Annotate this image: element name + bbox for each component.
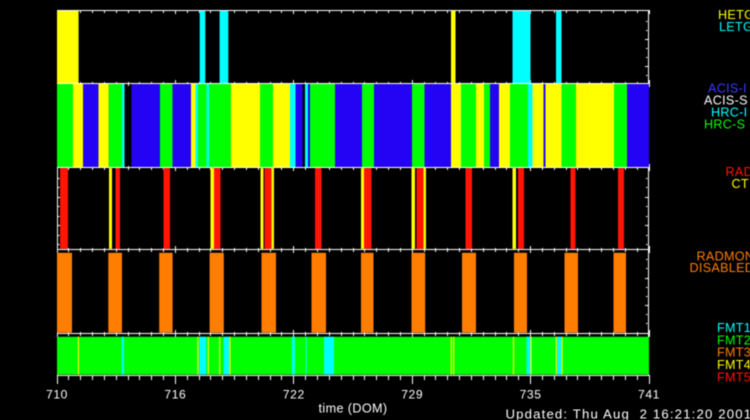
svg-text:HETG: HETG	[718, 8, 750, 22]
svg-text:ACIS-I: ACIS-I	[708, 82, 747, 96]
svg-text:729: 729	[401, 388, 423, 402]
svg-text:RAD: RAD	[726, 165, 750, 179]
svg-text:FMT5: FMT5	[717, 371, 750, 385]
svg-text:HRC-I: HRC-I	[711, 106, 747, 120]
svg-text:ACIS-S: ACIS-S	[704, 94, 748, 108]
svg-text:HRC-S: HRC-S	[704, 118, 745, 132]
svg-text:FMT4: FMT4	[717, 358, 750, 372]
svg-text:FMT2: FMT2	[717, 334, 750, 348]
svg-text:Updated: Thu Aug 2 16:21:20 2: Updated: Thu Aug 2 16:21:20 2001	[506, 406, 750, 420]
svg-text:722: 722	[283, 388, 305, 402]
svg-text:LETG: LETG	[719, 20, 750, 34]
svg-text:DISABLED: DISABLED	[690, 261, 750, 275]
svg-text:FMT1: FMT1	[717, 321, 750, 335]
svg-text:FMT3: FMT3	[717, 346, 750, 360]
svg-text:710: 710	[46, 388, 68, 402]
svg-text:741: 741	[638, 388, 660, 402]
svg-text:RADMON: RADMON	[697, 250, 750, 264]
svg-text:716: 716	[164, 388, 186, 402]
svg-text:CTI: CTI	[732, 177, 750, 191]
svg-text:735: 735	[520, 388, 542, 402]
svg-text:time (DOM): time (DOM)	[318, 402, 387, 416]
